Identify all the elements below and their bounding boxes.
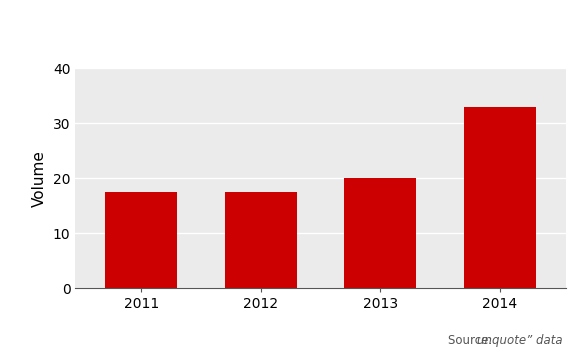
Text: UK refinancing deals, 2011-2014: UK refinancing deals, 2011-2014 bbox=[267, 20, 563, 39]
Bar bbox=[225, 192, 296, 288]
Text: unquote” data: unquote” data bbox=[477, 334, 563, 347]
Bar bbox=[464, 107, 535, 288]
Y-axis label: Volume: Volume bbox=[32, 150, 48, 207]
Text: Source:: Source: bbox=[448, 334, 496, 347]
Bar bbox=[106, 192, 177, 288]
Bar bbox=[345, 178, 416, 288]
